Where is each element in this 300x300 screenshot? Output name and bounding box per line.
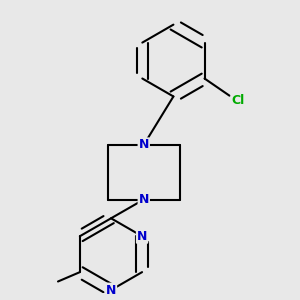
Text: N: N [139, 193, 149, 206]
Text: Cl: Cl [232, 94, 245, 107]
Text: N: N [106, 284, 116, 297]
Text: N: N [139, 138, 149, 152]
Text: N: N [137, 230, 147, 243]
